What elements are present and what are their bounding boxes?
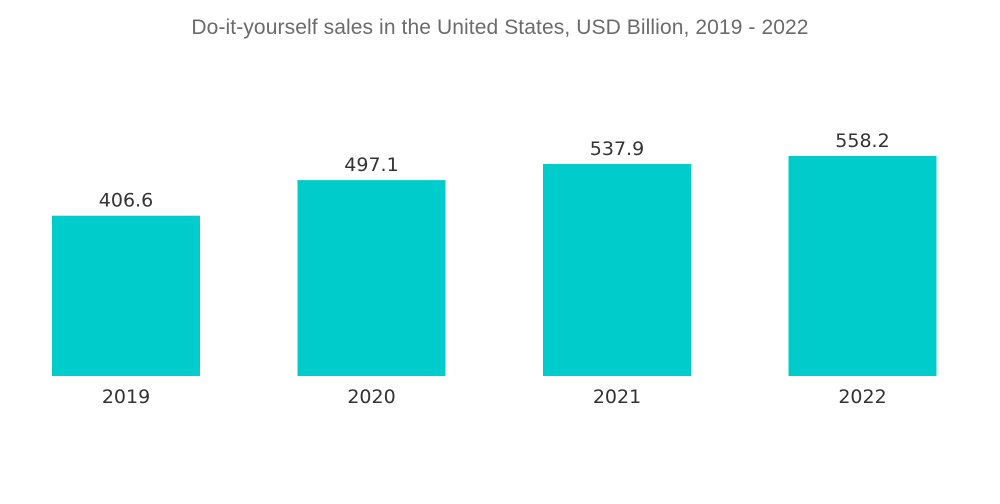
x-tick-label-2021: 2021	[593, 386, 641, 408]
x-tick-label-2020: 2020	[347, 386, 395, 408]
data-label-2020: 497.1	[344, 154, 398, 176]
bar-2019	[52, 215, 200, 376]
bar-2022	[788, 156, 937, 376]
x-tick-label-2019: 2019	[102, 386, 150, 408]
bars-group	[52, 156, 937, 376]
data-label-2019: 406.6	[99, 190, 153, 212]
data-label-2021: 537.9	[590, 138, 644, 160]
x-axis-tick-labels: 2019 2020 2021 2022	[102, 386, 887, 408]
bar-2020	[297, 180, 446, 376]
value-labels-group: 406.6 497.1 537.9 558.2	[99, 130, 890, 212]
chart-title: Do-it-yourself sales in the United State…	[191, 16, 809, 39]
data-label-2022: 558.2	[835, 130, 889, 152]
x-tick-label-2022: 2022	[838, 386, 886, 408]
bar-2021	[543, 164, 691, 376]
